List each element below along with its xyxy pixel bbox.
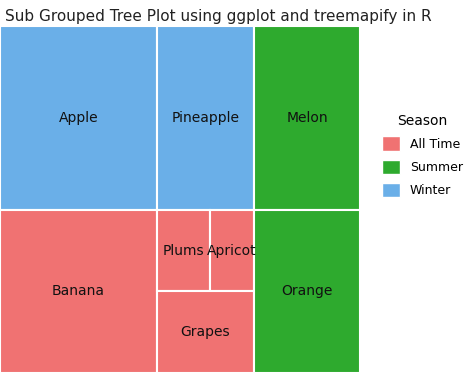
FancyBboxPatch shape xyxy=(157,291,254,373)
FancyBboxPatch shape xyxy=(210,210,254,291)
Text: Banana: Banana xyxy=(52,285,105,298)
Text: Sub Grouped Tree Plot using ggplot and treemapify in R: Sub Grouped Tree Plot using ggplot and t… xyxy=(5,9,431,24)
FancyBboxPatch shape xyxy=(0,210,157,373)
FancyBboxPatch shape xyxy=(157,26,254,210)
Text: Pineapple: Pineapple xyxy=(171,111,239,125)
FancyBboxPatch shape xyxy=(0,26,157,210)
Text: Melon: Melon xyxy=(286,111,328,125)
Text: Orange: Orange xyxy=(282,285,333,298)
Text: Apple: Apple xyxy=(59,111,98,125)
FancyBboxPatch shape xyxy=(254,26,360,210)
FancyBboxPatch shape xyxy=(254,210,360,373)
Text: Apricot: Apricot xyxy=(207,244,257,258)
FancyBboxPatch shape xyxy=(157,210,210,291)
Text: Grapes: Grapes xyxy=(181,325,230,339)
Legend: All Time, Summer, Winter: All Time, Summer, Winter xyxy=(377,109,468,202)
Text: Plums: Plums xyxy=(163,244,204,258)
